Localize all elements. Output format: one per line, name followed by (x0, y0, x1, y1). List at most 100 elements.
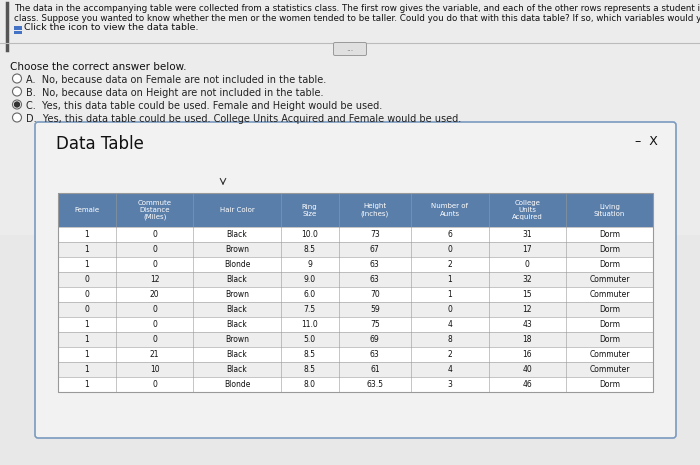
Text: 1: 1 (85, 245, 90, 254)
Text: Black: Black (227, 365, 247, 374)
Text: Dorm: Dorm (599, 260, 620, 269)
Text: 0: 0 (447, 305, 452, 314)
Text: 31: 31 (522, 230, 532, 239)
Bar (58, 193, 653, 227)
Text: 40: 40 (522, 365, 532, 374)
Text: 0: 0 (153, 380, 158, 389)
Text: Dorm: Dorm (599, 230, 620, 239)
Text: class. Suppose you wanted to know whether the men or the women tended to be tall: class. Suppose you wanted to know whethe… (14, 14, 700, 23)
Bar (0, 0, 700, 235)
FancyBboxPatch shape (35, 122, 676, 438)
Text: –  X: – X (635, 135, 658, 148)
Text: 15: 15 (522, 290, 532, 299)
Text: 8.5: 8.5 (304, 245, 316, 254)
Text: 1: 1 (85, 320, 90, 329)
Text: 63: 63 (370, 350, 379, 359)
Text: Ring
Size: Ring Size (302, 204, 317, 217)
Text: Black: Black (227, 305, 247, 314)
Bar (58, 317, 653, 332)
Text: 1: 1 (85, 260, 90, 269)
Text: D.  Yes, this data table could be used. College Units Acquired and Female would : D. Yes, this data table could be used. C… (26, 114, 461, 124)
Text: Number of
Aunts: Number of Aunts (431, 204, 468, 217)
Text: 0: 0 (153, 335, 158, 344)
Text: 10: 10 (150, 365, 160, 374)
Text: 9.0: 9.0 (304, 275, 316, 284)
Circle shape (13, 87, 22, 96)
Text: 46: 46 (522, 380, 532, 389)
Text: 0: 0 (153, 230, 158, 239)
Text: The data in the accompanying table were collected from a statistics class. The f: The data in the accompanying table were … (14, 4, 700, 13)
Text: 0: 0 (85, 290, 90, 299)
Text: 3: 3 (447, 380, 452, 389)
Text: 63: 63 (370, 275, 379, 284)
Text: 1: 1 (85, 230, 90, 239)
Text: Commuter: Commuter (589, 350, 630, 359)
Bar (58, 257, 653, 272)
Text: Dorm: Dorm (599, 380, 620, 389)
Text: 59: 59 (370, 305, 379, 314)
Text: 0: 0 (85, 305, 90, 314)
Circle shape (13, 74, 22, 83)
Text: 0: 0 (153, 245, 158, 254)
Text: 10.0: 10.0 (301, 230, 318, 239)
Text: 63: 63 (370, 260, 379, 269)
Text: College
Units
Acquired: College Units Acquired (512, 200, 542, 220)
Text: 6.0: 6.0 (304, 290, 316, 299)
Text: 9: 9 (307, 260, 312, 269)
Text: Commuter: Commuter (589, 365, 630, 374)
Bar (58, 242, 653, 257)
Bar (58, 377, 653, 392)
Text: 4: 4 (447, 365, 452, 374)
Text: Black: Black (227, 320, 247, 329)
Text: 16: 16 (522, 350, 532, 359)
Text: 43: 43 (522, 320, 532, 329)
Text: 63.5: 63.5 (366, 380, 384, 389)
Text: 5.0: 5.0 (304, 335, 316, 344)
Bar (58, 193, 653, 392)
Text: 20: 20 (150, 290, 160, 299)
Circle shape (13, 113, 22, 122)
Text: A.  No, because data on Female are not included in the table.: A. No, because data on Female are not in… (26, 75, 326, 85)
Text: 0: 0 (525, 260, 530, 269)
Bar (14, 27, 18, 30)
Text: 0: 0 (153, 305, 158, 314)
Bar (18, 31, 22, 34)
Circle shape (13, 100, 22, 109)
Text: Click the icon to view the data table.: Click the icon to view the data table. (24, 24, 199, 33)
Text: 2: 2 (447, 350, 452, 359)
Text: Commuter: Commuter (589, 290, 630, 299)
Circle shape (15, 102, 20, 107)
Bar (14, 31, 18, 34)
Text: 1: 1 (447, 290, 452, 299)
Bar (58, 347, 653, 362)
Text: 12: 12 (522, 305, 532, 314)
Text: Dorm: Dorm (599, 335, 620, 344)
Text: Brown: Brown (225, 290, 249, 299)
Text: Choose the correct answer below.: Choose the correct answer below. (10, 62, 186, 72)
Text: Commuter: Commuter (589, 275, 630, 284)
Text: ...: ... (346, 45, 354, 53)
Text: 1: 1 (85, 335, 90, 344)
Text: 8.0: 8.0 (304, 380, 316, 389)
Text: 8.5: 8.5 (304, 365, 316, 374)
Text: 0: 0 (85, 275, 90, 284)
Text: 0: 0 (153, 320, 158, 329)
Text: 61: 61 (370, 365, 379, 374)
Text: Dorm: Dorm (599, 305, 620, 314)
Text: 1: 1 (85, 365, 90, 374)
Bar (58, 362, 653, 377)
Text: 7.5: 7.5 (304, 305, 316, 314)
Text: 75: 75 (370, 320, 379, 329)
Text: Brown: Brown (225, 245, 249, 254)
Text: Data Table: Data Table (56, 135, 144, 153)
Text: 70: 70 (370, 290, 379, 299)
Text: 1: 1 (85, 350, 90, 359)
Text: 21: 21 (150, 350, 160, 359)
Text: 18: 18 (522, 335, 532, 344)
Text: Blonde: Blonde (224, 260, 250, 269)
FancyBboxPatch shape (333, 42, 367, 55)
Text: 0: 0 (447, 245, 452, 254)
Text: Dorm: Dorm (599, 245, 620, 254)
Text: Black: Black (227, 275, 247, 284)
Bar (58, 332, 653, 347)
